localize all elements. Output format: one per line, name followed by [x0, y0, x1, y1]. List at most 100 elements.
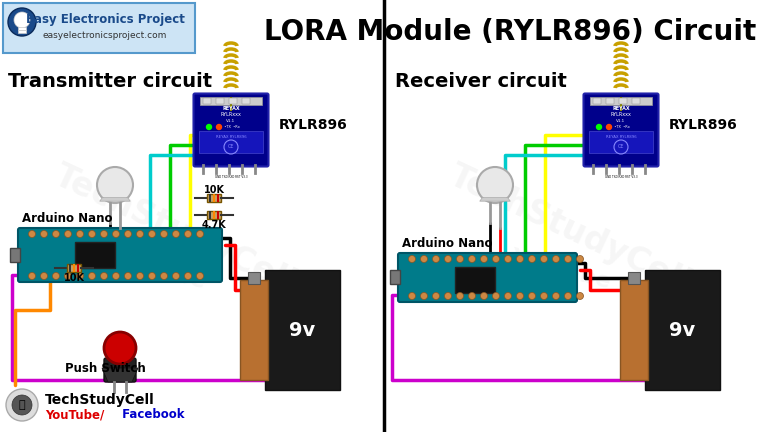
Circle shape — [445, 292, 452, 299]
Text: Transmitter circuit: Transmitter circuit — [8, 72, 212, 91]
Bar — [200, 97, 262, 105]
Circle shape — [409, 292, 415, 299]
Circle shape — [445, 255, 452, 263]
Text: Youtube: Youtube — [508, 247, 612, 293]
FancyBboxPatch shape — [3, 3, 195, 53]
Circle shape — [597, 124, 601, 130]
Bar — [390, 270, 400, 284]
Circle shape — [528, 255, 535, 263]
Bar — [18, 27, 26, 30]
Circle shape — [124, 231, 131, 238]
Text: TechStudyCell: TechStudyCell — [48, 159, 301, 301]
Text: TechStudyCell: TechStudyCell — [45, 393, 154, 407]
Bar — [589, 131, 653, 153]
Circle shape — [197, 231, 204, 238]
Text: 9v: 9v — [290, 321, 316, 340]
Text: V1.1: V1.1 — [617, 119, 626, 123]
Circle shape — [421, 255, 428, 263]
Text: easyelectronicsproject.com: easyelectronicsproject.com — [43, 32, 167, 41]
Circle shape — [65, 273, 71, 280]
Circle shape — [492, 292, 499, 299]
Circle shape — [41, 273, 48, 280]
Circle shape — [477, 167, 513, 203]
Circle shape — [8, 8, 36, 36]
Circle shape — [101, 273, 108, 280]
FancyBboxPatch shape — [18, 228, 222, 282]
Text: GND TXD RXD RST V3.3: GND TXD RXD RST V3.3 — [604, 175, 637, 179]
Bar — [620, 280, 648, 380]
Circle shape — [184, 273, 191, 280]
Polygon shape — [480, 197, 510, 201]
Bar — [77, 264, 79, 272]
Circle shape — [217, 124, 221, 130]
Circle shape — [541, 292, 548, 299]
Bar — [69, 264, 71, 272]
Circle shape — [161, 231, 167, 238]
Bar — [265, 270, 340, 390]
Bar — [229, 98, 237, 104]
Circle shape — [481, 292, 488, 299]
Bar — [18, 30, 26, 33]
Circle shape — [137, 231, 144, 238]
Text: REYAX RYLR896: REYAX RYLR896 — [216, 135, 247, 139]
Circle shape — [528, 292, 535, 299]
Circle shape — [6, 389, 38, 421]
Circle shape — [161, 273, 167, 280]
Circle shape — [28, 273, 35, 280]
Circle shape — [112, 231, 120, 238]
Text: GND TXD RXD RST V3.3: GND TXD RXD RST V3.3 — [215, 175, 247, 179]
Bar — [632, 98, 640, 104]
Bar — [73, 264, 75, 272]
Bar — [75, 242, 115, 268]
Bar — [209, 194, 211, 202]
Text: LORA Module (RYLR896) Circuit: LORA Module (RYLR896) Circuit — [264, 18, 756, 46]
Circle shape — [564, 292, 571, 299]
Circle shape — [207, 124, 211, 130]
Text: RYLRxxx: RYLRxxx — [220, 112, 241, 118]
FancyBboxPatch shape — [194, 93, 269, 166]
FancyBboxPatch shape — [104, 358, 136, 382]
Text: REYAX: REYAX — [612, 107, 630, 111]
Circle shape — [52, 273, 59, 280]
Bar — [619, 98, 627, 104]
Circle shape — [14, 12, 30, 28]
Bar — [217, 194, 219, 202]
FancyBboxPatch shape — [584, 93, 658, 166]
Circle shape — [517, 292, 524, 299]
Circle shape — [432, 292, 439, 299]
Text: •TX  •Rx: •TX •Rx — [222, 125, 240, 129]
Polygon shape — [100, 197, 131, 201]
Circle shape — [421, 292, 428, 299]
Circle shape — [173, 231, 180, 238]
Circle shape — [97, 167, 133, 203]
Circle shape — [101, 231, 108, 238]
Circle shape — [104, 332, 136, 364]
Circle shape — [552, 292, 560, 299]
Circle shape — [41, 231, 48, 238]
Circle shape — [77, 273, 84, 280]
Circle shape — [137, 273, 144, 280]
Circle shape — [607, 124, 611, 130]
Circle shape — [65, 231, 71, 238]
Circle shape — [148, 231, 155, 238]
Text: 10K: 10K — [204, 185, 224, 195]
Circle shape — [124, 273, 131, 280]
Circle shape — [112, 273, 120, 280]
Circle shape — [505, 255, 511, 263]
Text: 🎬: 🎬 — [18, 400, 25, 410]
Text: YouTube/: YouTube/ — [45, 409, 104, 422]
Bar — [606, 98, 614, 104]
Bar — [67, 264, 81, 272]
Bar — [216, 98, 224, 104]
Circle shape — [468, 292, 475, 299]
Text: TechStudyCell: TechStudyCell — [444, 159, 697, 301]
Circle shape — [197, 273, 204, 280]
Text: Arduino Nano: Arduino Nano — [22, 212, 112, 225]
Text: 10K: 10K — [64, 273, 84, 283]
Circle shape — [456, 292, 464, 299]
Polygon shape — [102, 368, 138, 382]
Text: REYAX: REYAX — [222, 107, 240, 111]
Circle shape — [52, 231, 59, 238]
Text: 9v: 9v — [670, 321, 696, 340]
Bar — [213, 194, 215, 202]
